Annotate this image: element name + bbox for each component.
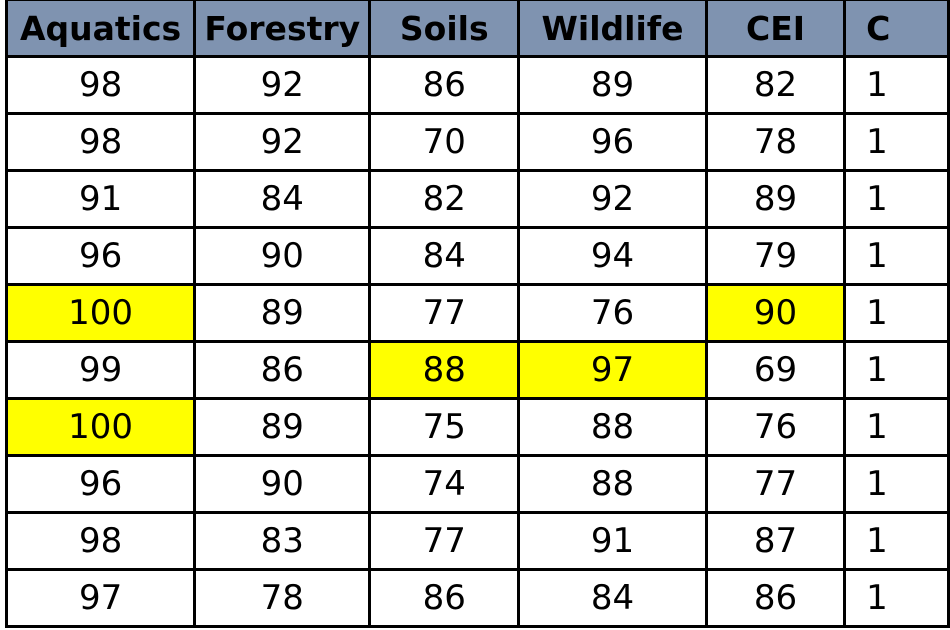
table-row: 100 89 77 76 90 1	[4, 283, 950, 343]
table-cell: 100	[4, 397, 197, 457]
table-row: 98 92 70 96 78 1	[4, 112, 950, 172]
table-cell: 88	[517, 397, 708, 457]
table-cell: 77	[368, 511, 521, 571]
table-cell: 76	[704, 397, 847, 457]
table-cell: 83	[193, 511, 372, 571]
table-cell: 76	[517, 283, 708, 343]
table-cell: 88	[517, 454, 708, 514]
table-cell: 1	[843, 55, 950, 115]
table-cell: 82	[704, 55, 847, 115]
header-soils: Soils	[368, 0, 521, 58]
table-cell: 1	[843, 454, 950, 514]
table-cell: 86	[193, 340, 372, 400]
table-cell: 1	[843, 112, 950, 172]
table-cell: 1	[843, 397, 950, 457]
table-row: 98 83 77 91 87 1	[4, 511, 950, 571]
table-row: 91 84 82 92 89 1	[4, 169, 950, 229]
table-cell: 75	[368, 397, 521, 457]
table-cell: 90	[193, 454, 372, 514]
table-cell: 89	[517, 55, 708, 115]
header-wildlife: Wildlife	[517, 0, 708, 58]
table-cell: 96	[4, 454, 197, 514]
table-cell: 100	[4, 283, 197, 343]
table-cell: 96	[4, 226, 197, 286]
table-cell: 84	[193, 169, 372, 229]
table-cell: 94	[517, 226, 708, 286]
table-cell: 91	[4, 169, 197, 229]
table-cell: 78	[193, 568, 372, 628]
table-cell: 84	[368, 226, 521, 286]
table-cell: 89	[704, 169, 847, 229]
table-cell: 70	[368, 112, 521, 172]
table-cell: 84	[517, 568, 708, 628]
table-cell: 77	[704, 454, 847, 514]
table-cell: 98	[4, 112, 197, 172]
table-cell: 97	[4, 568, 197, 628]
table-row: 100 89 75 88 76 1	[4, 397, 950, 457]
table-cell: 89	[193, 283, 372, 343]
table-row: 96 90 84 94 79 1	[4, 226, 950, 286]
table-cell: 89	[193, 397, 372, 457]
table-cell: 1	[843, 169, 950, 229]
header-aquatics: Aquatics	[4, 0, 197, 58]
header-cei: CEI	[704, 0, 847, 58]
table-cell: 1	[843, 340, 950, 400]
table-row: 96 90 74 88 77 1	[4, 454, 950, 514]
table-cell: 97	[517, 340, 708, 400]
table-cell: 91	[517, 511, 708, 571]
table-cell: 77	[368, 283, 521, 343]
table-cell: 92	[517, 169, 708, 229]
header-forestry: Forestry	[193, 0, 372, 58]
table-cell: 87	[704, 511, 847, 571]
table-cell: 90	[704, 283, 847, 343]
table-cell: 79	[704, 226, 847, 286]
table-cell: 1	[843, 226, 950, 286]
table-cell: 92	[193, 112, 372, 172]
table-cell: 1	[843, 511, 950, 571]
header-partial: C	[843, 0, 950, 58]
table-cell: 98	[4, 511, 197, 571]
table-cell: 98	[4, 55, 197, 115]
table-cell: 88	[368, 340, 521, 400]
table-cell: 1	[843, 568, 950, 628]
table-cell: 82	[368, 169, 521, 229]
table-row: 97 78 86 84 86 1	[4, 568, 950, 628]
table-cell: 90	[193, 226, 372, 286]
table-row: 98 92 86 89 82 1	[4, 55, 950, 115]
table-cell: 92	[193, 55, 372, 115]
table-cell: 78	[704, 112, 847, 172]
table-cell: 1	[843, 283, 950, 343]
table-cell: 86	[368, 568, 521, 628]
table-cell: 74	[368, 454, 521, 514]
table-cell: 86	[368, 55, 521, 115]
table-cell: 69	[704, 340, 847, 400]
table-row: 99 86 88 97 69 1	[4, 340, 950, 400]
header-row: Aquatics Forestry Soils Wildlife CEI C	[4, 0, 950, 58]
scores-table: Aquatics Forestry Soils Wildlife CEI C 9…	[4, 0, 950, 628]
table-cell: 86	[704, 568, 847, 628]
table-cell: 99	[4, 340, 197, 400]
table-cell: 96	[517, 112, 708, 172]
